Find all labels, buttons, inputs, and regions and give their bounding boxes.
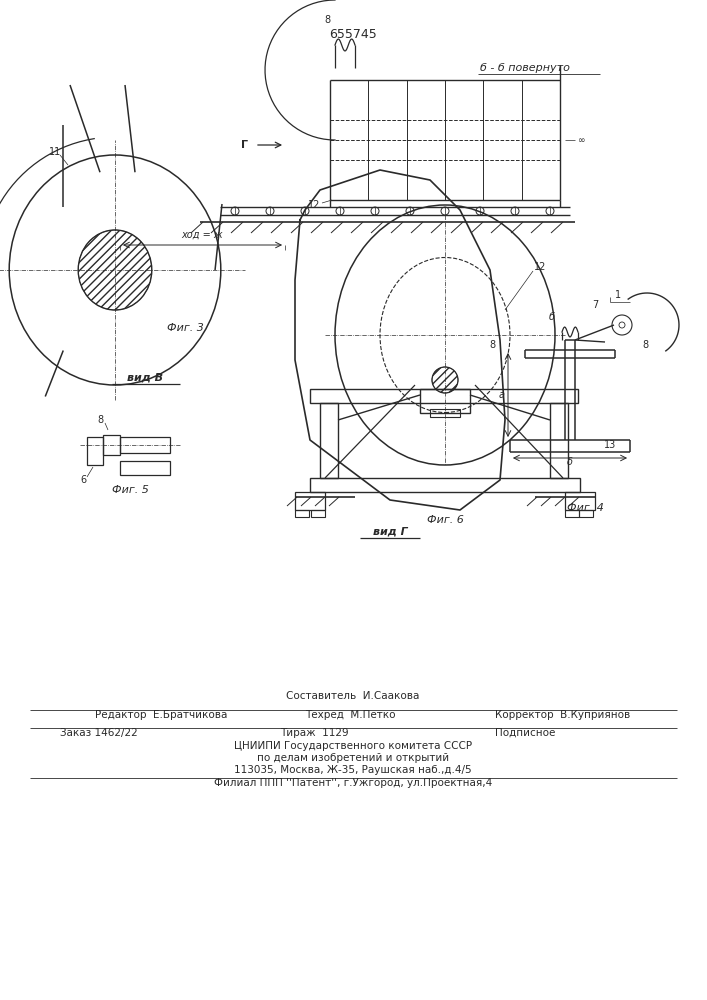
Text: б: б <box>549 312 555 322</box>
Bar <box>103 435 120 455</box>
Text: 12: 12 <box>534 262 547 272</box>
Bar <box>579 510 593 517</box>
Bar <box>430 409 460 417</box>
Text: Заказ 1462/22: Заказ 1462/22 <box>60 728 138 738</box>
Text: 13: 13 <box>604 440 616 450</box>
Bar <box>565 510 579 517</box>
Text: 12: 12 <box>308 200 320 210</box>
Text: Тираж  1129: Тираж 1129 <box>280 728 349 738</box>
Text: 8: 8 <box>97 415 103 425</box>
Text: 6: 6 <box>80 475 86 485</box>
Text: 7: 7 <box>592 300 598 310</box>
Text: 113035, Москва, Ж-35, Раушская наб.,д.4/5: 113035, Москва, Ж-35, Раушская наб.,д.4/… <box>234 765 472 775</box>
Text: Редактор  Е.Братчикова: Редактор Е.Братчикова <box>95 710 228 720</box>
Bar <box>310 478 580 492</box>
Text: Фиг. 3: Фиг. 3 <box>167 323 204 333</box>
Bar <box>295 510 309 517</box>
Text: 8: 8 <box>324 15 330 25</box>
Text: вид В: вид В <box>127 373 163 383</box>
Text: б - б повернуто: б - б повернуто <box>480 63 570 73</box>
Text: δ: δ <box>567 457 573 467</box>
Text: Фиг. 5: Фиг. 5 <box>112 485 148 495</box>
Bar <box>310 389 578 403</box>
Text: Филиал ППП ''Патент'', г.Ужгород, ул.Проектная,4: Филиал ППП ''Патент'', г.Ужгород, ул.Про… <box>214 778 492 788</box>
Text: Подписное: Подписное <box>495 728 556 738</box>
Text: Фиг. 4: Фиг. 4 <box>566 503 604 513</box>
Text: 8: 8 <box>642 340 648 350</box>
Text: ход = ж: ход = ж <box>182 230 223 240</box>
Text: Г: Г <box>242 140 248 150</box>
Text: 655745: 655745 <box>329 28 377 41</box>
Text: Техред  М.Петко: Техред М.Петко <box>305 710 395 720</box>
Text: а: а <box>499 390 505 400</box>
Bar <box>565 492 595 510</box>
Text: по делам изобретений и открытий: по делам изобретений и открытий <box>257 753 449 763</box>
Bar <box>87 437 103 465</box>
Bar <box>320 403 338 478</box>
Text: 8: 8 <box>489 340 495 350</box>
Bar <box>311 510 325 517</box>
Bar <box>295 492 325 510</box>
Text: Корректор  В.Куприянов: Корректор В.Куприянов <box>495 710 630 720</box>
Text: вид Г: вид Г <box>373 527 407 537</box>
Bar <box>120 461 170 475</box>
Bar <box>420 389 470 413</box>
Bar <box>550 403 568 478</box>
Text: 1: 1 <box>615 290 621 300</box>
Bar <box>120 437 170 453</box>
Text: 11: 11 <box>49 147 61 157</box>
Text: ЦНИИПИ Государственного комитета СССР: ЦНИИПИ Государственного комитета СССР <box>234 741 472 751</box>
Text: Фиг. 6: Фиг. 6 <box>426 515 463 525</box>
Text: ∞: ∞ <box>578 135 586 144</box>
Text: Составитель  И.Саакова: Составитель И.Саакова <box>286 691 420 701</box>
